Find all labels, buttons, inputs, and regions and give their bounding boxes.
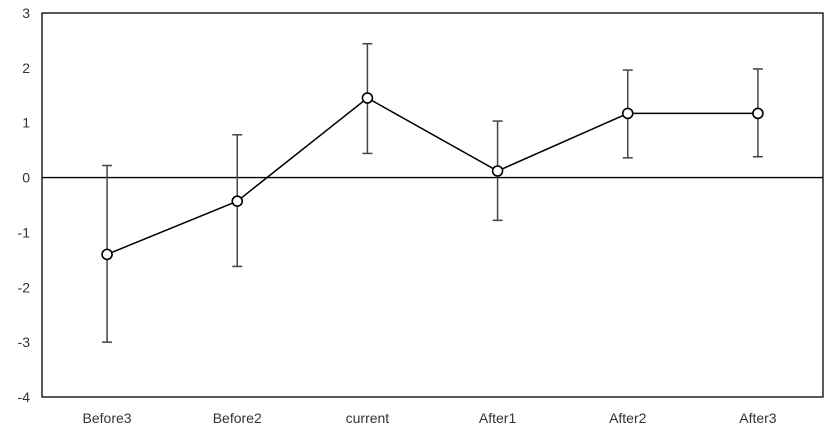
x-tick-label: After2 [609,410,647,426]
x-tick-label: Before2 [213,410,262,426]
series-line [106,97,758,256]
data-point [491,165,504,177]
plot-area-frame [41,12,824,398]
x-tick-label: After1 [479,410,517,426]
x-axis-labels: Before3 Before2 current After1 After2 After3 [83,410,777,426]
y-tick-label: 2 [22,60,30,76]
y-tick-label: -2 [18,279,31,295]
data-point [101,248,113,261]
y-tick-label: -3 [18,334,31,350]
y-tick-label: -4 [18,389,31,405]
y-tick-label: 3 [22,5,30,21]
y-tick-label: 0 [22,170,30,186]
error-bars [102,42,763,343]
y-axis-labels: 3 2 1 0 -1 -2 -3 -4 [18,5,31,405]
data-point [361,92,374,104]
y-tick-label: -1 [18,224,31,240]
data-point [621,107,634,120]
x-tick-label: After3 [739,410,777,426]
data-point [752,107,764,120]
y-tick-label: 1 [22,115,30,131]
data-point [231,195,244,207]
x-tick-label: current [346,410,390,426]
x-tick-label: Before3 [83,410,132,426]
data-markers [101,92,764,261]
